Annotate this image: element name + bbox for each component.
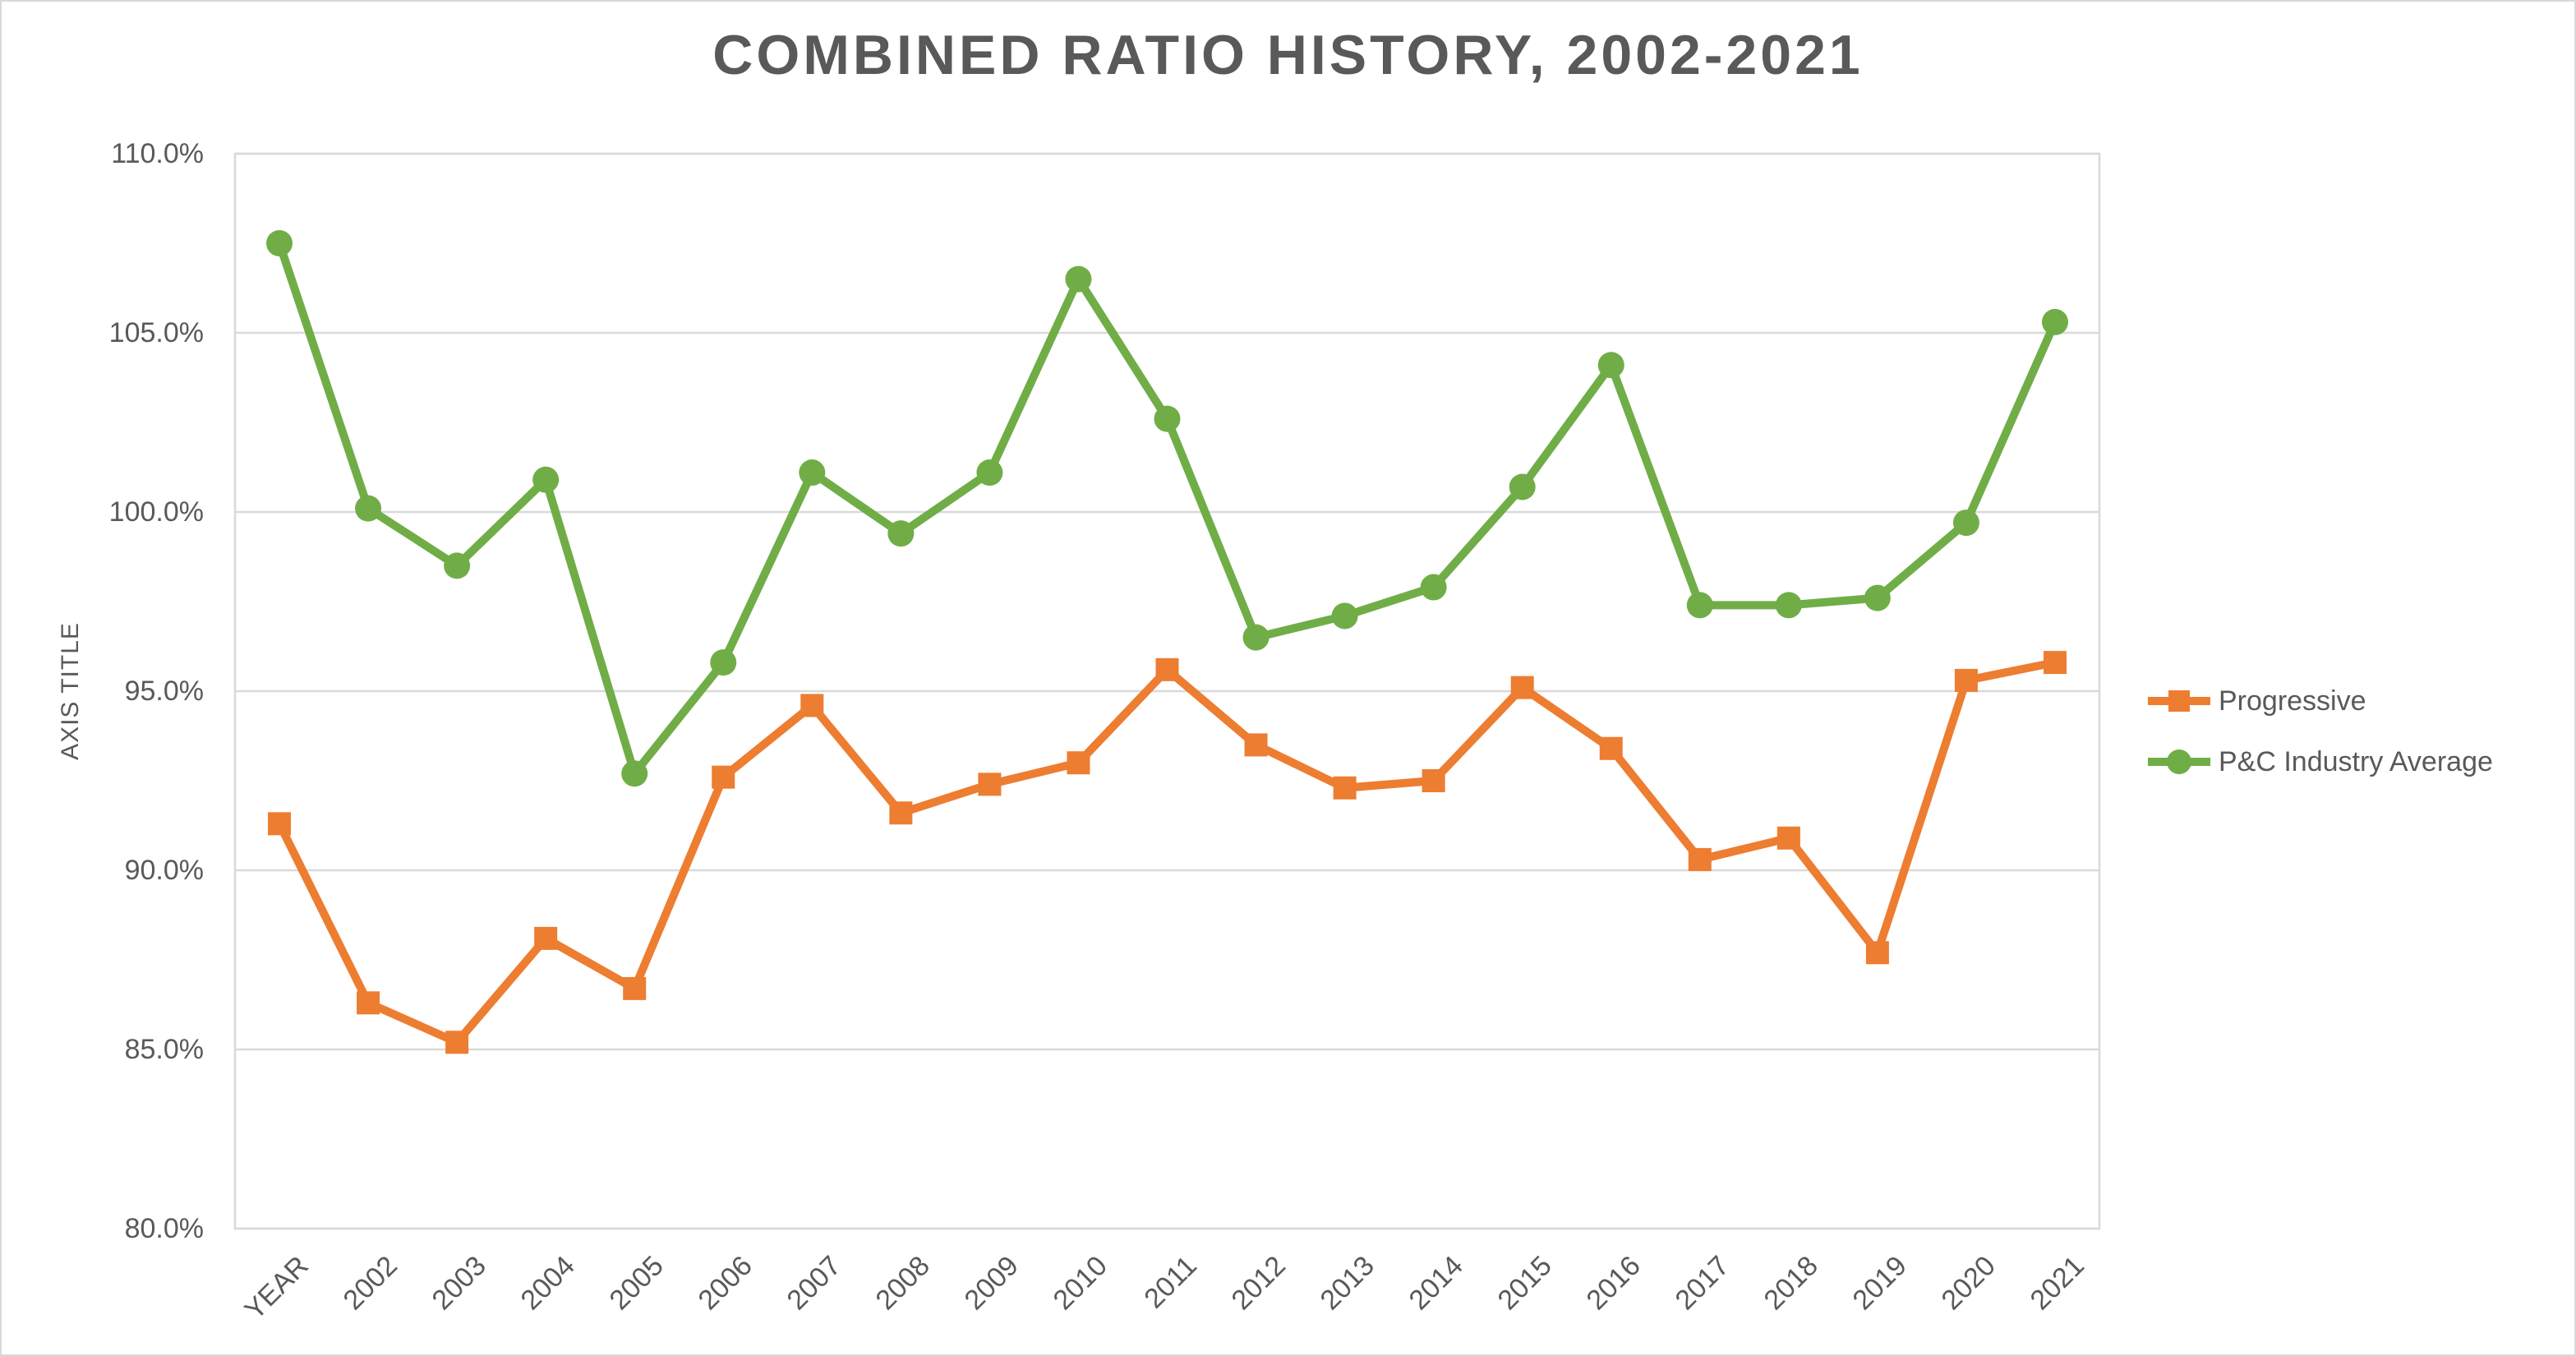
y-tick-label: 90.0%	[124, 855, 204, 886]
data-point-marker	[1154, 405, 1181, 432]
data-point-marker	[800, 694, 824, 717]
data-point-marker	[2043, 651, 2067, 675]
data-point-marker	[621, 760, 648, 787]
series-line-p-c-industry-average	[275, 239, 2059, 778]
data-point-marker	[355, 495, 382, 522]
y-tick-label: 85.0%	[124, 1034, 204, 1065]
square-marker-icon	[2168, 690, 2190, 712]
y-tick-label: 110.0%	[111, 138, 204, 169]
data-point-marker	[887, 520, 915, 547]
data-point-marker	[445, 1031, 469, 1054]
data-point-marker	[978, 773, 1002, 796]
legend-entry-progressive: Progressive	[2148, 682, 2493, 720]
legend: Progressive P&C Industry Average	[2148, 682, 2493, 804]
data-point-marker	[1422, 769, 1445, 792]
legend-entry-pc-industry-average: P&C Industry Average	[2148, 743, 2493, 781]
data-point-marker	[1952, 510, 1979, 537]
data-point-marker	[1065, 265, 1092, 293]
series-line-progressive	[275, 658, 2059, 1047]
legend-label: Progressive	[2219, 685, 2366, 717]
data-point-marker	[710, 649, 737, 676]
data-point-marker	[623, 976, 647, 1000]
data-point-marker	[444, 552, 471, 579]
y-tick-label: 80.0%	[124, 1213, 204, 1244]
data-point-marker	[534, 926, 558, 950]
y-tick-label: 105.0%	[108, 317, 204, 348]
data-point-marker	[1865, 941, 1889, 965]
data-point-marker	[266, 230, 293, 256]
data-point-marker	[1155, 657, 1179, 681]
data-point-marker	[1333, 776, 1357, 800]
data-point-marker	[712, 765, 735, 789]
data-point-marker	[1776, 826, 1800, 850]
legend-label: P&C Industry Average	[2219, 745, 2493, 777]
data-point-marker	[1420, 574, 1447, 601]
data-point-marker	[799, 459, 826, 487]
data-point-marker	[357, 991, 380, 1015]
data-point-marker	[1864, 584, 1891, 611]
y-tick-label: 100.0%	[108, 496, 204, 528]
data-point-marker	[1688, 847, 1712, 871]
data-point-marker	[532, 466, 560, 493]
data-point-marker	[2041, 308, 2068, 335]
data-point-marker	[268, 812, 292, 836]
data-point-marker	[1509, 473, 1536, 500]
industry-line-marker-swatch	[2148, 747, 2210, 777]
data-point-marker	[1599, 736, 1623, 760]
circle-marker-icon	[2167, 749, 2191, 774]
plot-border	[233, 152, 2101, 1230]
y-tick-label: 95.0%	[124, 676, 204, 707]
data-point-marker	[1331, 602, 1358, 630]
data-point-marker	[976, 459, 1003, 487]
data-point-marker	[1242, 624, 1270, 651]
data-point-marker	[1067, 751, 1090, 775]
data-point-marker	[1597, 352, 1624, 379]
data-point-marker	[1510, 676, 1534, 699]
chart-title: COMBINED RATIO HISTORY, 2002-2021	[712, 24, 1864, 86]
data-point-marker	[889, 801, 913, 825]
progressive-line-marker-swatch	[2148, 686, 2210, 716]
data-point-marker	[1686, 592, 1713, 619]
data-point-marker	[1775, 592, 1802, 619]
data-point-marker	[1244, 733, 1268, 757]
data-point-marker	[1954, 668, 1978, 692]
